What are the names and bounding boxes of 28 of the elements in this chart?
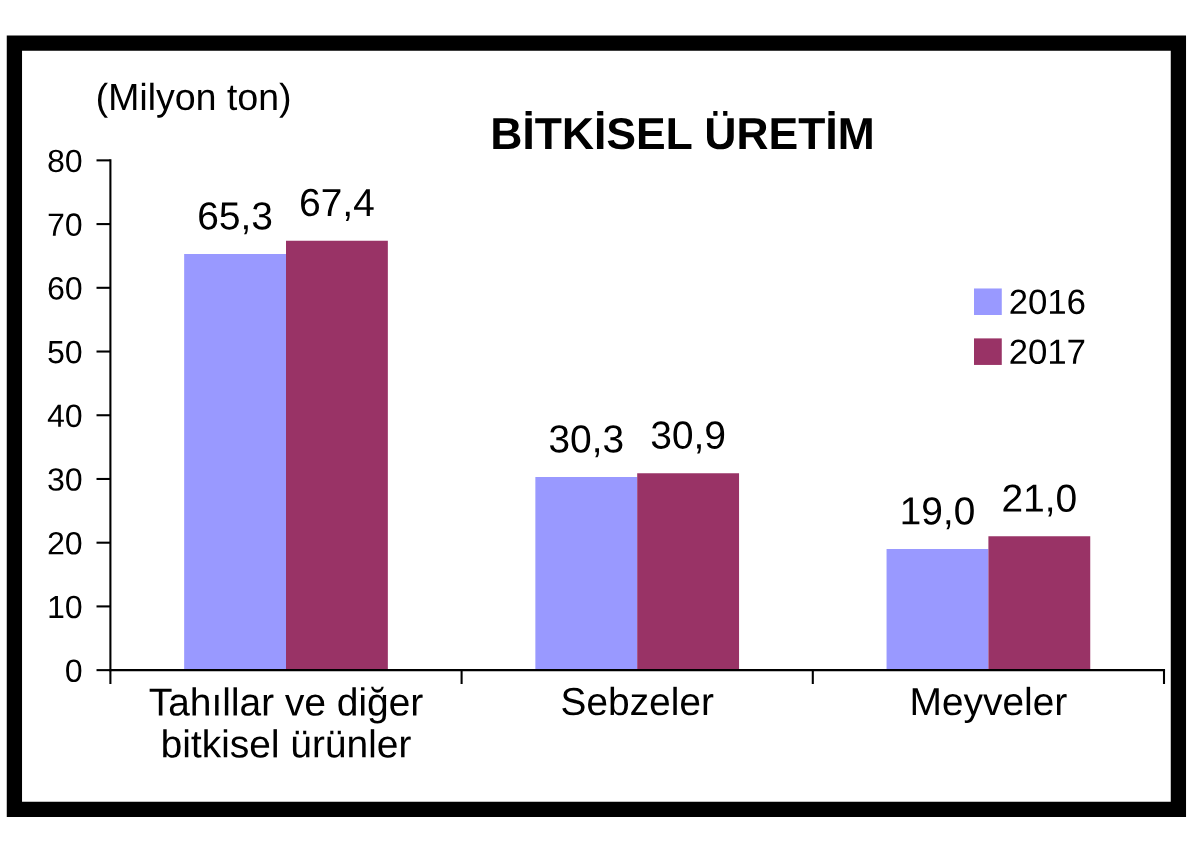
y-tick-label: 0 — [66, 659, 82, 683]
y-tick-label: 30 — [48, 468, 82, 491]
bar — [886, 549, 989, 671]
data-label: 19,0 — [902, 497, 974, 530]
data-label: 21,0 — [1003, 484, 1076, 517]
y-tick-label: 70 — [48, 213, 82, 236]
legend-label: 2016 — [1010, 289, 1085, 315]
y-tick-label: 20 — [48, 531, 82, 555]
y-tick-label: 60 — [48, 277, 82, 300]
data-label: 67,4 — [301, 188, 374, 221]
y-tick-label: 80 — [48, 149, 82, 173]
x-tick-label: Meyveler — [912, 686, 1067, 724]
data-label: 65,3 — [199, 202, 272, 235]
y-tick-label: 10 — [49, 595, 82, 619]
bar — [184, 254, 286, 671]
bar — [535, 477, 638, 671]
legend-label: 2017 — [1010, 339, 1085, 365]
bar — [988, 536, 1091, 671]
x-tick-label: Sebzeler — [562, 686, 714, 716]
y-axis-title: (Milyon ton) — [97, 82, 290, 118]
bar — [637, 473, 740, 671]
y-tick-label: 40 — [47, 404, 82, 428]
x-tick-label: Tahıllar ve diğer bitkisel ürünler — [149, 686, 423, 758]
data-label: 30,3 — [549, 425, 623, 458]
data-label: 30,9 — [651, 421, 725, 454]
bar — [286, 240, 388, 671]
y-tick-label: 50 — [48, 340, 82, 364]
chart-title: BİTKİSEL ÜRETİM — [493, 110, 872, 150]
